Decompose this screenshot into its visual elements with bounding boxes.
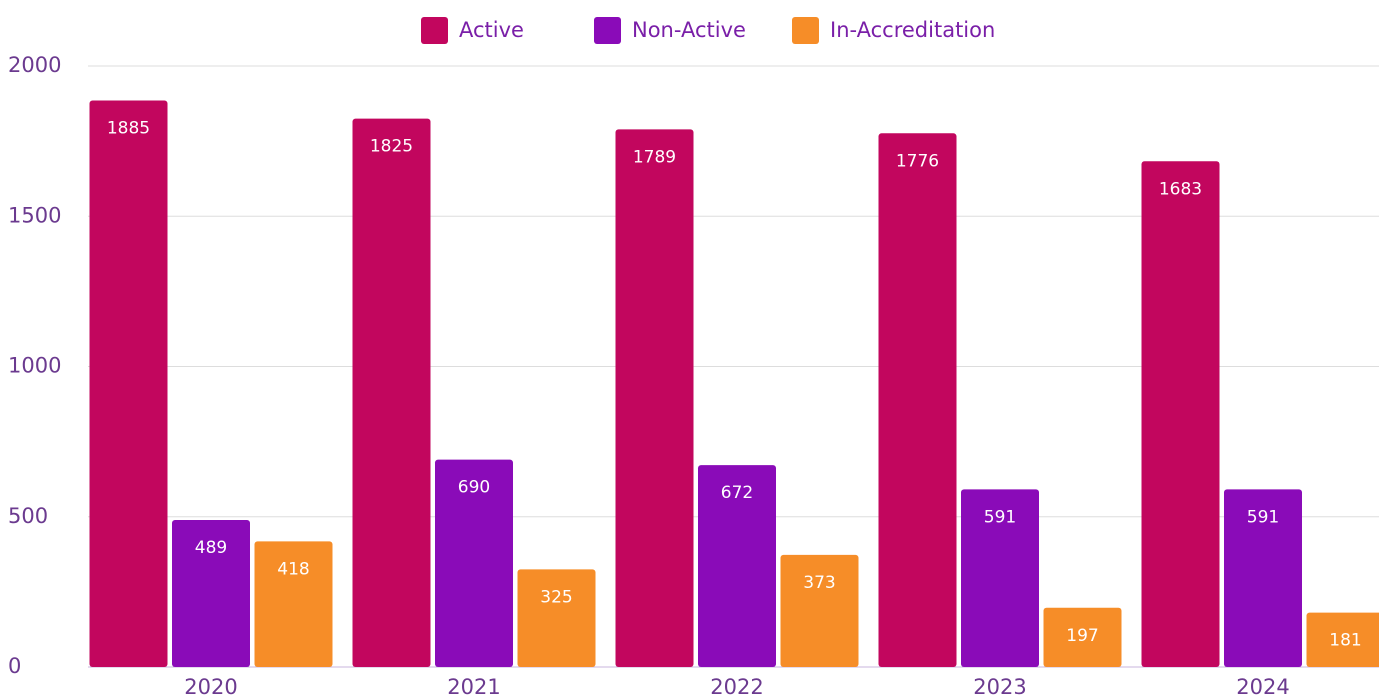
value-label: 489 (195, 538, 227, 558)
x-tick-label: 2022 (710, 675, 763, 699)
y-tick-label: 500 (8, 504, 48, 528)
legend-label: Active (459, 18, 524, 42)
bar (698, 465, 776, 667)
value-label: 1825 (370, 137, 413, 157)
value-label: 1683 (1159, 179, 1202, 199)
legend-swatch (594, 17, 621, 44)
bar (780, 554, 859, 667)
y-tick-label: 0 (8, 654, 21, 678)
x-tick-label: 2023 (973, 675, 1026, 699)
legend-label: In-Accreditation (830, 18, 995, 42)
value-label: 1776 (896, 151, 939, 171)
y-tick-label: 1500 (8, 203, 61, 227)
bar (1141, 161, 1220, 668)
bar (89, 100, 168, 668)
x-tick-label: 2024 (1236, 675, 1289, 699)
value-label: 591 (984, 507, 1016, 527)
bar (352, 118, 431, 667)
bar (435, 459, 513, 667)
value-label: 1789 (633, 147, 676, 167)
bar (961, 489, 1039, 667)
legend-label: Non-Active (632, 18, 746, 42)
value-label: 325 (540, 587, 572, 607)
bar (878, 133, 957, 667)
y-tick-label: 1000 (8, 354, 61, 378)
value-label: 197 (1066, 626, 1098, 646)
value-label: 418 (277, 559, 309, 579)
y-tick-label: 2000 (8, 53, 61, 77)
bar (254, 541, 333, 667)
bar (615, 129, 694, 667)
bar (1306, 612, 1379, 667)
bar (1043, 607, 1122, 667)
legend-swatch (421, 17, 448, 44)
value-label: 373 (803, 573, 835, 593)
x-tick-label: 2020 (184, 675, 237, 699)
value-label: 690 (458, 478, 490, 498)
bar (172, 520, 250, 667)
bar (517, 569, 596, 667)
value-label: 672 (721, 483, 753, 503)
bar (1224, 489, 1302, 667)
value-label: 591 (1247, 507, 1279, 527)
legend-swatch (792, 17, 819, 44)
value-label: 181 (1329, 631, 1361, 651)
x-tick-label: 2021 (447, 675, 500, 699)
value-label: 1885 (107, 119, 150, 139)
